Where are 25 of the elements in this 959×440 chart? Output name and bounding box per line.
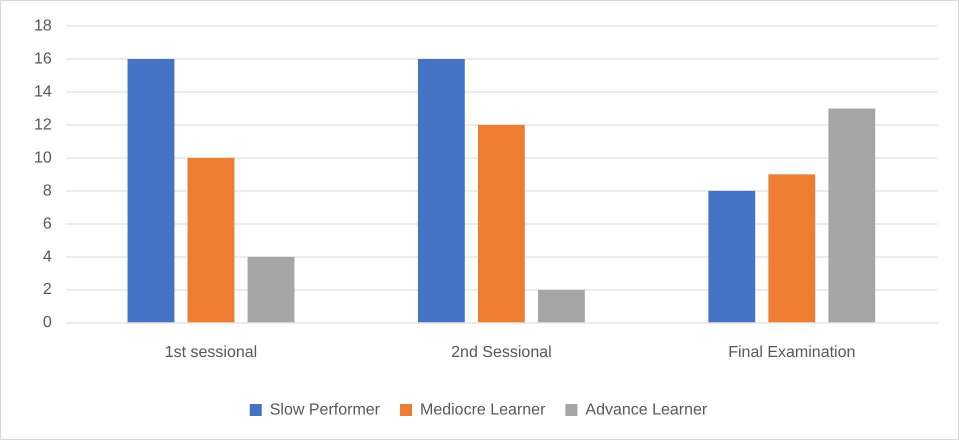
y-tick-label: 4 — [42, 248, 52, 266]
y-tick-label: 6 — [42, 215, 52, 232]
legend-label: Advance Learner — [585, 401, 708, 418]
x-tick-label: 1st sessional — [164, 344, 258, 361]
y-tick-label: 2 — [42, 281, 52, 298]
bar — [538, 290, 585, 322]
bar — [418, 58, 465, 322]
x-tick-label: Final Examination — [728, 344, 856, 361]
y-tick-label: 16 — [34, 50, 52, 68]
x-tick-label: 2nd Sessional — [451, 344, 552, 361]
bar — [478, 124, 525, 322]
y-tick-label: 14 — [34, 83, 52, 100]
bar — [768, 174, 816, 322]
y-tick-label: 10 — [34, 149, 52, 166]
y-tick-label: 8 — [42, 182, 52, 200]
bar — [708, 190, 756, 322]
y-tick-label: 0 — [42, 314, 52, 332]
bar — [128, 58, 174, 322]
bar — [828, 108, 876, 322]
bar — [188, 158, 234, 322]
legend-label: Mediocre Learner — [420, 401, 546, 418]
y-tick-label: 12 — [34, 116, 52, 134]
y-tick-label: 18 — [34, 17, 52, 34]
legend-label: Slow Performer — [270, 401, 381, 418]
bar — [248, 256, 294, 322]
